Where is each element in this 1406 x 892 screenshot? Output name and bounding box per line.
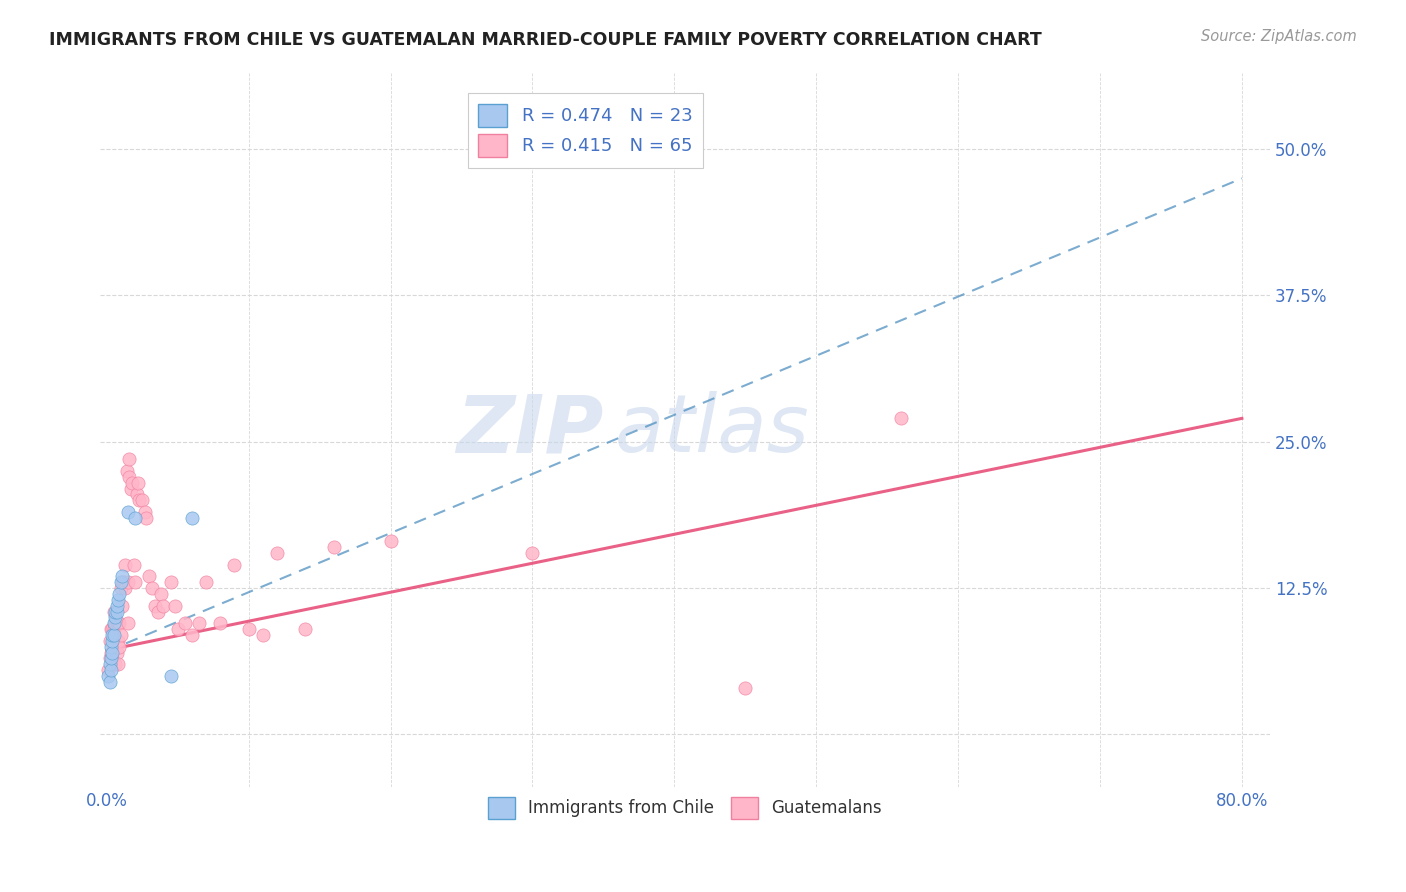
Point (105, 646, 128, 660)
Point (166, 622, 188, 636)
Point (103, 622, 125, 636)
Point (105, 605, 128, 619)
Point (103, 616, 125, 631)
Point (114, 581, 136, 595)
Point (143, 599, 166, 613)
Point (107, 633, 129, 648)
Point (100, 651, 122, 665)
Point (138, 569, 160, 583)
Point (125, 487, 148, 501)
Point (128, 493, 150, 508)
Point (97, 663, 120, 677)
Point (97, 669, 120, 683)
Point (380, 534, 402, 549)
Point (209, 616, 232, 631)
Point (100, 622, 122, 636)
Point (107, 592, 129, 607)
Point (107, 657, 129, 672)
Point (224, 558, 246, 572)
Point (103, 605, 125, 619)
Point (163, 599, 186, 613)
Point (103, 640, 125, 654)
Point (100, 646, 122, 660)
Point (146, 605, 169, 619)
Point (195, 575, 218, 590)
Point (188, 616, 211, 631)
Point (108, 616, 131, 631)
Point (101, 633, 124, 648)
Text: IMMIGRANTS FROM CHILE VS GUATEMALAN MARRIED-COUPLE FAMILY POVERTY CORRELATION CH: IMMIGRANTS FROM CHILE VS GUATEMALAN MARR… (49, 31, 1042, 49)
Point (141, 581, 163, 595)
Point (238, 622, 260, 636)
Point (124, 575, 146, 590)
Text: Source: ZipAtlas.com: Source: ZipAtlas.com (1201, 29, 1357, 44)
Point (103, 628, 125, 642)
Point (127, 475, 149, 490)
Point (105, 616, 128, 631)
Point (117, 505, 139, 519)
Point (104, 657, 127, 672)
Point (108, 587, 131, 601)
Point (98, 674, 121, 689)
Point (124, 511, 146, 525)
Point (111, 599, 134, 613)
Point (135, 511, 157, 525)
Point (100, 663, 122, 677)
Point (152, 599, 174, 613)
Point (322, 540, 344, 554)
Point (134, 505, 156, 519)
Point (98, 651, 121, 665)
Point (98, 633, 121, 648)
Point (266, 546, 288, 560)
Point (110, 628, 132, 642)
Point (890, 411, 912, 425)
Point (118, 452, 141, 467)
Point (118, 470, 141, 484)
Point (107, 616, 129, 631)
Point (117, 575, 139, 590)
Point (131, 493, 153, 508)
Point (110, 575, 132, 590)
Legend: Immigrants from Chile, Guatemalans: Immigrants from Chile, Guatemalans (482, 790, 889, 825)
Point (98, 657, 121, 672)
Point (110, 581, 132, 595)
Text: atlas: atlas (614, 391, 810, 469)
Point (114, 558, 136, 572)
Point (252, 628, 274, 642)
Point (115, 464, 138, 478)
Point (149, 587, 172, 601)
Point (120, 482, 142, 496)
Point (159, 575, 181, 590)
Point (112, 575, 135, 590)
Point (101, 628, 124, 642)
Point (522, 546, 544, 560)
Point (173, 616, 195, 631)
Point (734, 681, 756, 695)
Point (101, 646, 124, 660)
Point (104, 605, 127, 619)
Point (180, 628, 202, 642)
Point (121, 475, 143, 490)
Point (101, 651, 124, 665)
Point (180, 511, 202, 525)
Point (159, 669, 181, 683)
Point (117, 616, 139, 631)
Point (100, 640, 122, 654)
Point (104, 610, 127, 624)
Point (101, 622, 124, 636)
Point (122, 558, 145, 572)
Point (108, 640, 131, 654)
Text: ZIP: ZIP (456, 391, 603, 469)
Point (294, 622, 316, 636)
Point (105, 599, 128, 613)
Point (111, 575, 134, 590)
Point (104, 616, 127, 631)
Point (111, 569, 134, 583)
